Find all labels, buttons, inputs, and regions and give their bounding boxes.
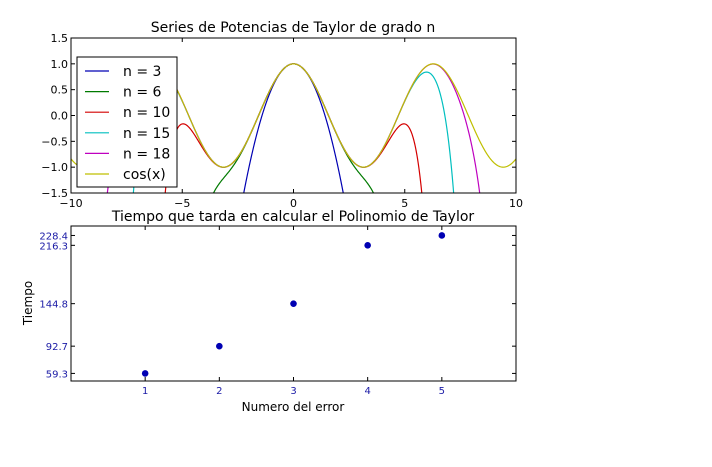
- timing-scatter-chart: Tiempo que tarda en calcular el Polinomi…: [21, 209, 517, 414]
- chart1-xtick-label: 5: [401, 197, 408, 210]
- chart1-xtick-label: −5: [174, 197, 190, 210]
- scatter-point: [364, 242, 371, 249]
- chart1-ytick-label: 0.0: [51, 110, 69, 123]
- chart2-xtick-label: 2: [216, 386, 222, 397]
- chart2-xlabel: Numero del error: [242, 400, 345, 414]
- chart1-ytick-label: 1.0: [51, 58, 69, 71]
- legend-label: n = 6: [123, 85, 162, 101]
- chart2-title: Tiempo que tarda en calcular el Polinomi…: [111, 209, 475, 225]
- chart2-frame: [70, 225, 517, 382]
- chart2-xtick-label: 4: [364, 386, 370, 397]
- chart1-ytick-label: 0.5: [51, 84, 69, 97]
- scatter-point: [438, 232, 446, 239]
- chart2-ylabel: Tiempo: [21, 281, 35, 326]
- chart2-ytick-label: 144.8: [39, 300, 68, 311]
- chart2-ytick-label: 228.4: [39, 231, 68, 242]
- legend-label: n = 18: [123, 146, 170, 162]
- scatter-point: [141, 370, 149, 377]
- chart1-title: Series de Potencias de Taylor de grado n: [151, 20, 436, 36]
- legend-label: n = 15: [123, 126, 170, 142]
- chart2-ytick-label: 92.7: [46, 342, 68, 353]
- chart1-ytick-label: −1.5: [41, 187, 68, 200]
- chart1-legend: n = 3 n = 6 n = 10 n = 15 n = 18 cos(x): [76, 56, 178, 188]
- chart2-xtick-label: 5: [439, 386, 445, 397]
- chart1-xtick-label: 10: [509, 197, 523, 210]
- taylor-series-chart: Series de Potencias de Taylor de grado n…: [41, 20, 523, 210]
- chart1-xtick-label: −10: [59, 197, 82, 210]
- legend-label: n = 3: [123, 64, 161, 80]
- scatter-point: [290, 300, 297, 307]
- chart2-ytick-label: 216.3: [39, 241, 68, 252]
- chart1-frame: [70, 37, 517, 194]
- chart1-ytick-label: −0.5: [41, 135, 68, 148]
- scatter-point: [216, 342, 223, 350]
- legend-box: [76, 56, 178, 188]
- chart2-ytick-label: 59.3: [46, 369, 68, 380]
- chart1-ytick-label: −1.0: [41, 161, 68, 174]
- chart1-ytick-label: 1.5: [51, 32, 69, 45]
- legend-label: n = 10: [123, 105, 170, 121]
- chart1-xtick-label: 0: [290, 197, 297, 210]
- legend-label: cos(x): [123, 167, 166, 183]
- chart2-xtick-label: 3: [290, 386, 296, 397]
- chart2-xtick-label: 1: [142, 386, 148, 397]
